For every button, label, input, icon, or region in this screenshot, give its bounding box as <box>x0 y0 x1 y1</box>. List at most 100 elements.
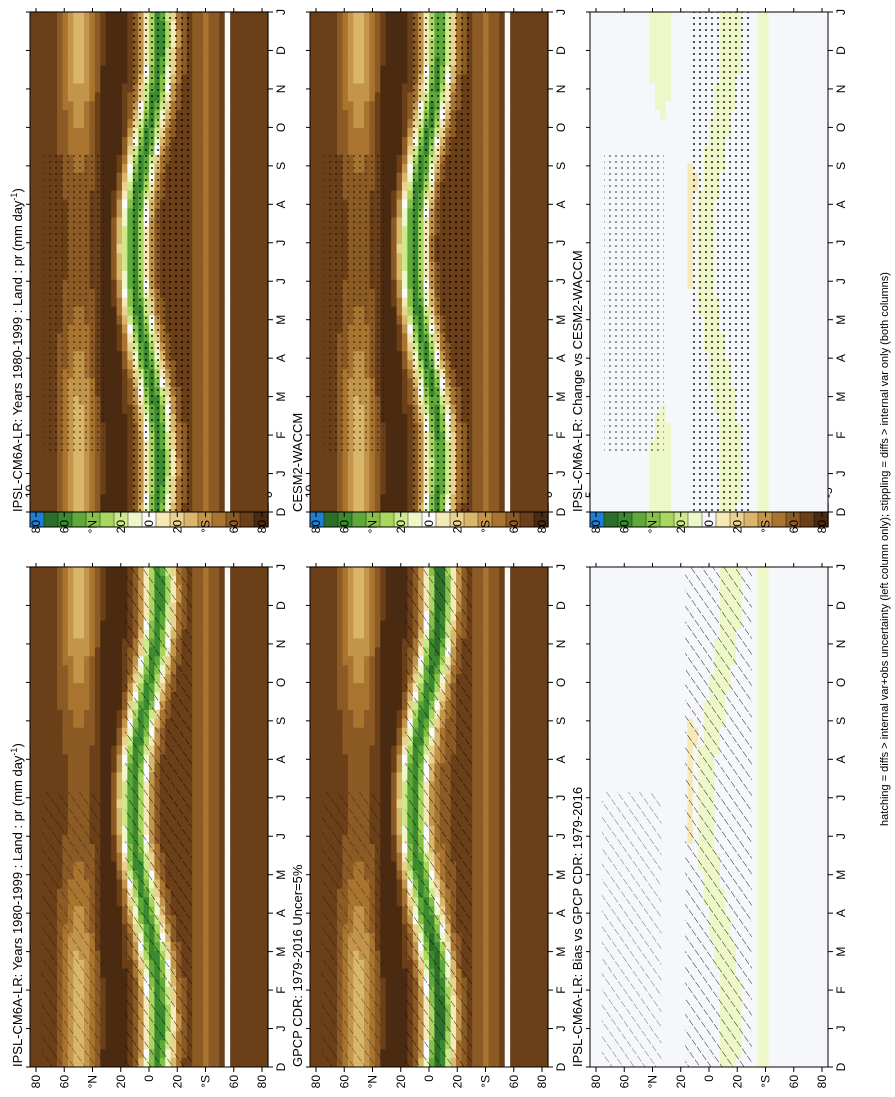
heatmap-cell <box>257 341 264 352</box>
x-tick-label: D <box>274 601 288 610</box>
heatmap-cell <box>208 1039 215 1050</box>
heatmap-cell <box>251 431 258 441</box>
heatmap-cell <box>30 82 37 93</box>
heatmap-cell <box>30 288 37 298</box>
heatmap-cell <box>208 869 215 880</box>
heatmap-cell <box>35 448 42 459</box>
heatmap-cell <box>116 780 123 791</box>
heatmap-cell <box>105 56 112 66</box>
heatmap-cell <box>197 47 204 57</box>
heatmap-cell <box>251 932 258 942</box>
heatmap-cell <box>257 243 264 254</box>
heatmap-cell <box>230 932 237 942</box>
heatmap-cell <box>116 905 123 916</box>
heatmap-cell <box>208 341 215 352</box>
heatmap-cell <box>208 163 215 173</box>
heatmap-cell <box>111 47 118 57</box>
heatmap-cell <box>208 986 215 996</box>
heatmap-cell <box>257 825 264 835</box>
heatmap-cell <box>213 602 220 612</box>
heatmap-cell <box>208 1057 215 1067</box>
heatmap-cell <box>111 475 118 486</box>
heatmap-cell <box>78 780 85 791</box>
heatmap-cell <box>208 682 215 692</box>
heatmap-cell <box>121 38 128 48</box>
heatmap-cell <box>251 736 258 746</box>
heatmap-cell <box>197 109 204 120</box>
heatmap-cell <box>57 73 64 84</box>
heatmap-cell <box>203 323 210 334</box>
heatmap-cell <box>94 100 101 111</box>
heatmap-cell <box>208 1021 215 1032</box>
heatmap-cell <box>230 1012 237 1023</box>
heatmap-cell <box>235 118 242 129</box>
heatmap-cell <box>240 602 247 612</box>
heatmap-cell <box>262 887 269 898</box>
heatmap-cell <box>246 861 253 871</box>
heatmap-cell <box>224 270 231 280</box>
heatmap-cell <box>105 350 112 361</box>
heatmap-cell <box>203 136 210 146</box>
heatmap-cell <box>240 47 247 57</box>
heatmap-cell <box>105 64 112 75</box>
heatmap-cell <box>30 368 37 379</box>
heatmap-cell <box>73 566 80 576</box>
heatmap-cell <box>230 368 237 379</box>
heatmap-cell <box>203 753 210 764</box>
heatmap-cell <box>219 968 226 978</box>
heatmap-cell <box>116 709 123 719</box>
heatmap-cell <box>89 673 96 684</box>
heatmap-cell <box>213 896 220 907</box>
heatmap-cell <box>111 100 118 111</box>
heatmap-cell <box>213 1030 220 1041</box>
heatmap-cell <box>30 709 37 719</box>
heatmap-cell <box>78 475 85 486</box>
heatmap-cell <box>257 56 264 66</box>
heatmap-cell <box>105 771 112 782</box>
heatmap-cell <box>213 341 220 352</box>
heatmap-cell <box>246 395 253 405</box>
heatmap-cell <box>67 646 74 657</box>
heatmap-cell <box>230 377 237 387</box>
heatmap-cell <box>230 225 237 236</box>
heatmap-cell <box>213 718 220 728</box>
heatmap-cell <box>208 771 215 782</box>
heatmap-cell <box>111 807 118 817</box>
heatmap-cell <box>84 602 91 612</box>
heatmap-cell <box>230 593 237 603</box>
heatmap-cell <box>35 252 42 262</box>
heatmap-cell <box>89 584 96 594</box>
heatmap-cell <box>240 82 247 93</box>
heatmap-cell <box>203 673 210 684</box>
heatmap-cell <box>251 566 258 576</box>
heatmap-cell <box>57 602 64 612</box>
heatmap-cell <box>197 323 204 334</box>
heatmap-cell <box>224 145 231 155</box>
heatmap-cell <box>213 816 220 826</box>
heatmap-cell <box>116 977 123 987</box>
heatmap-cell <box>251 780 258 791</box>
heatmap-cell <box>251 29 258 39</box>
heatmap-cell <box>224 502 231 512</box>
heatmap-cell <box>224 207 231 218</box>
heatmap-cell <box>235 968 242 978</box>
heatmap-cell <box>121 56 128 66</box>
heatmap-cell <box>219 1003 226 1014</box>
heatmap-cell <box>203 807 210 817</box>
heatmap-cell <box>46 700 53 710</box>
heatmap-cell <box>111 252 118 262</box>
heatmap-cell <box>203 64 210 75</box>
heatmap-cell <box>121 73 128 84</box>
heatmap-cell <box>246 350 253 361</box>
heatmap-cell <box>100 700 107 710</box>
heatmap-cell <box>78 566 85 576</box>
heatmap-cell <box>224 368 231 379</box>
heatmap-cell <box>62 727 69 737</box>
heatmap-cell <box>203 29 210 39</box>
heatmap-cell <box>203 780 210 791</box>
heatmap-cell <box>208 64 215 75</box>
heatmap-cell <box>111 136 118 146</box>
heatmap-cell <box>116 771 123 782</box>
heatmap-cell <box>105 691 112 701</box>
heatmap-cell <box>121 448 128 459</box>
